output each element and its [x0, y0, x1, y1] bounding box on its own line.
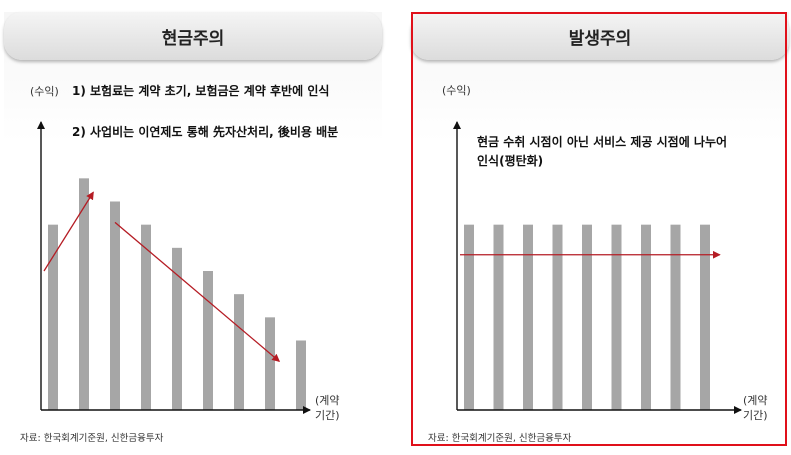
x-axis-label: (계약 기간) [315, 394, 340, 422]
trend-arrow-1 [43, 191, 94, 272]
bar-4 [552, 224, 563, 410]
cash-basis-panel: 현금주의 (수익) 1) 보험료는 계약 초기, 보험금은 계약 후반에 인식 … [4, 12, 382, 444]
panel-title: 발생주의 [411, 12, 789, 60]
bar-3 [110, 201, 120, 410]
source-note: 자료: 한국회계기준원, 신한금융투자 [20, 433, 164, 444]
x-axis-label: (계약 기간) [743, 394, 768, 422]
bar-5 [172, 247, 182, 410]
bar-1 [48, 224, 58, 410]
bar-8 [265, 317, 275, 410]
bar-2 [493, 224, 504, 410]
bar-1 [464, 224, 474, 410]
note-line-1: 현금 수취 시점이 아닌 서비스 제공 시점에 나누어 [477, 135, 728, 149]
trend-arrow-2 [114, 221, 281, 362]
accrual-basis-chart [453, 121, 742, 414]
bar-3 [523, 224, 533, 410]
bar-7 [641, 224, 651, 410]
note-2: 2) 사업비는 이연제도 통해 先자산처리, 後비용 배분 [72, 125, 339, 139]
y-axis-label: (수익) [442, 84, 471, 97]
bar-4 [141, 224, 151, 410]
y-axis-label: (수익) [30, 85, 59, 98]
bar-7 [234, 294, 244, 410]
bar-9 [700, 224, 710, 410]
cash-basis-chart [37, 121, 311, 414]
bar-2 [79, 178, 89, 410]
bar-5 [582, 224, 592, 410]
source-note: 자료: 한국회계기준원, 신한금융투자 [428, 433, 572, 444]
bar-8 [670, 224, 681, 410]
bar-6 [611, 224, 622, 410]
note-line-2: 인식(평탄화) [477, 154, 544, 168]
bar-9 [296, 340, 306, 410]
panel-title: 현금주의 [4, 12, 382, 60]
accrual-basis-panel: 발생주의 (수익) 현금 수취 시점이 아닌 서비스 제공 시점에 나누어 인식… [411, 12, 789, 444]
bar-6 [203, 271, 213, 410]
note-1: 1) 보험료는 계약 초기, 보험금은 계약 후반에 인식 [72, 84, 330, 98]
